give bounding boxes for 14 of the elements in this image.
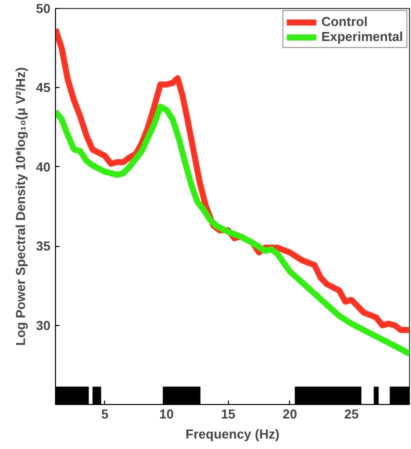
y-tick-label: 45 <box>36 80 51 96</box>
legend-label: Experimental <box>321 29 403 44</box>
y-tick-label: 30 <box>36 318 51 333</box>
y-tick-label: 50 <box>36 1 51 16</box>
y-tick-label: 40 <box>36 159 51 174</box>
legend-label: Control <box>321 14 368 29</box>
x-tick-label: 20 <box>282 406 298 422</box>
y-tick-label: 35 <box>36 238 51 254</box>
x-tick-label: 5 <box>101 406 108 422</box>
x-axis-title: Frequency (Hz) <box>186 426 280 442</box>
x-tick-label: 25 <box>344 406 359 422</box>
x-tick-label: 15 <box>220 406 236 422</box>
x-tick-label: 10 <box>159 406 174 422</box>
y-axis-title: Log Power Spectral Density 10*log₁₀(μ V²/Hz) <box>13 67 28 346</box>
